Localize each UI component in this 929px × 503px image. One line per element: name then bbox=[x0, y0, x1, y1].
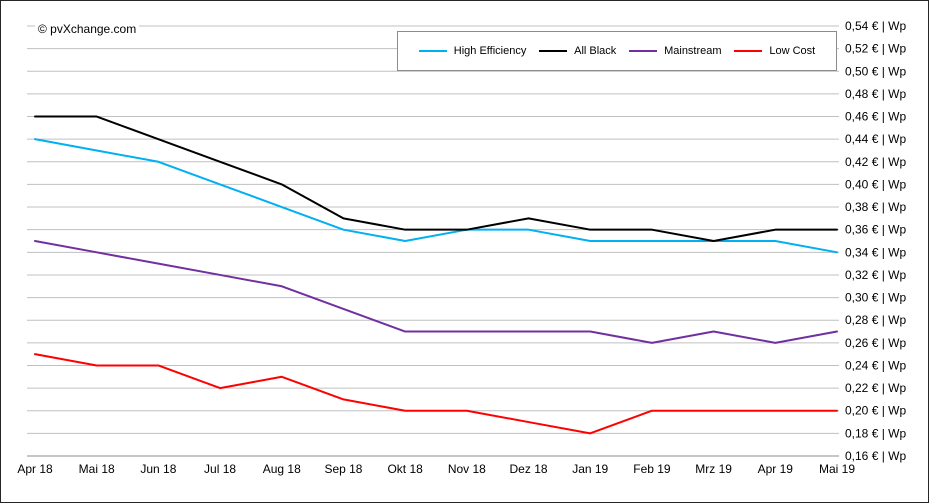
y-axis-tick-label: 0,24 € | Wp bbox=[845, 358, 906, 372]
x-axis-tick-label: Apr 18 bbox=[17, 462, 53, 476]
legend-swatch-low-cost bbox=[734, 50, 763, 52]
legend-item-high-efficiency: High Efficiency bbox=[418, 45, 527, 57]
series-line-high-efficiency bbox=[34, 138, 838, 254]
y-axis-tick-label: 0,50 € | Wp bbox=[845, 64, 906, 78]
y-axis-tick-label: 0,30 € | Wp bbox=[845, 291, 906, 305]
y-axis-tick-label: 0,26 € | Wp bbox=[845, 336, 906, 350]
y-axis-tick-label: 0,48 € | Wp bbox=[845, 87, 906, 101]
y-axis-tick-label: 0,20 € | Wp bbox=[845, 404, 906, 418]
y-axis-tick-label: 0,18 € | Wp bbox=[845, 426, 906, 440]
y-axis-tick-label: 0,36 € | Wp bbox=[845, 223, 906, 237]
y-axis-tick-label: 0,32 € | Wp bbox=[845, 268, 906, 282]
x-axis-tick-label: Jul 18 bbox=[204, 462, 236, 476]
y-axis-tick-label: 0,22 € | Wp bbox=[845, 381, 906, 395]
y-axis-tick-label: 0,16 € | Wp bbox=[845, 449, 906, 463]
legend-label: Mainstream bbox=[664, 45, 722, 57]
x-axis-tick-label: Jan 19 bbox=[572, 462, 608, 476]
y-axis-tick-label: 0,54 € | Wp bbox=[845, 19, 906, 33]
x-axis-tick-label: Mrz 19 bbox=[695, 462, 732, 476]
y-axis-tick-label: 0,42 € | Wp bbox=[845, 155, 906, 169]
legend-item-mainstream: Mainstream bbox=[629, 45, 722, 57]
x-axis-tick-label: Mai 19 bbox=[819, 462, 855, 476]
x-axis-tick-label: Jun 18 bbox=[140, 462, 176, 476]
legend-label: Low Cost bbox=[769, 45, 816, 57]
x-axis-tick-label: Mai 18 bbox=[79, 462, 115, 476]
legend-item-all-black: All Black bbox=[539, 45, 616, 57]
y-axis-tick-label: 0,28 € | Wp bbox=[845, 313, 906, 327]
y-axis-tick-label: 0,52 € | Wp bbox=[845, 42, 906, 56]
series-line-mainstream bbox=[34, 240, 838, 344]
x-axis-tick-label: Feb 19 bbox=[633, 462, 671, 476]
x-axis-tick-label: Nov 18 bbox=[448, 462, 486, 476]
legend-swatch-high-efficiency bbox=[418, 50, 447, 52]
legend: High Efficiency All Black Mainstream Low Co… bbox=[397, 31, 837, 71]
legend-label: All Black bbox=[574, 45, 617, 57]
y-axis-tick-label: 0,38 € | Wp bbox=[845, 200, 906, 214]
x-axis-tick-label: Sep 18 bbox=[324, 462, 362, 476]
watermark: © pvXchange.com bbox=[35, 21, 140, 37]
y-axis-tick-label: 0,34 € | Wp bbox=[845, 245, 906, 259]
x-axis-tick-label: Apr 19 bbox=[758, 462, 794, 476]
y-axis-tick-label: 0,40 € | Wp bbox=[845, 177, 906, 191]
legend-item-low-cost: Low Cost bbox=[734, 45, 815, 57]
legend-swatch-mainstream bbox=[629, 50, 658, 52]
series-line-all-black bbox=[34, 115, 838, 242]
y-axis-tick-label: 0,46 € | Wp bbox=[845, 110, 906, 124]
legend-swatch-all-black bbox=[539, 50, 568, 52]
series-line-low-cost bbox=[34, 353, 838, 435]
x-axis-tick-label: Okt 18 bbox=[387, 462, 423, 476]
x-axis-tick-label: Aug 18 bbox=[263, 462, 301, 476]
y-axis-tick-label: 0,44 € | Wp bbox=[845, 132, 906, 146]
legend-label: High Efficiency bbox=[453, 45, 527, 57]
x-axis-tick-label: Dez 18 bbox=[510, 462, 548, 476]
